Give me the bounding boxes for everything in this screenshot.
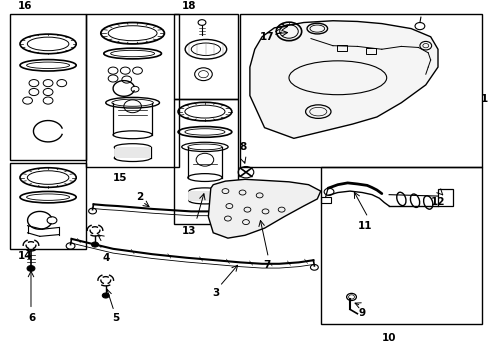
Text: 11: 11 (358, 221, 372, 231)
Bar (10, 163, 86, 249)
Text: 16: 16 (18, 1, 32, 12)
Text: 15: 15 (113, 172, 128, 183)
Bar (115, 147, 151, 158)
Text: 4: 4 (102, 253, 109, 263)
Text: 9: 9 (359, 308, 366, 318)
Text: 7: 7 (263, 260, 270, 270)
Text: 13: 13 (182, 226, 196, 236)
Text: 1: 1 (481, 94, 488, 104)
Circle shape (102, 293, 109, 298)
Bar (86, 14, 179, 167)
Text: 10: 10 (382, 333, 396, 343)
Bar (189, 191, 220, 201)
Bar (240, 14, 482, 167)
Text: 14: 14 (18, 251, 32, 261)
Bar (174, 14, 238, 99)
Circle shape (92, 242, 98, 247)
Text: 18: 18 (182, 1, 196, 12)
Bar (366, 48, 376, 54)
Bar (321, 197, 331, 203)
Bar (10, 14, 86, 160)
Text: 8: 8 (239, 142, 246, 152)
Bar (337, 45, 346, 51)
Bar (438, 189, 453, 206)
Polygon shape (208, 179, 321, 238)
Text: 17: 17 (260, 32, 274, 42)
Bar (321, 167, 482, 324)
Circle shape (27, 266, 35, 271)
Bar (174, 99, 238, 224)
Polygon shape (250, 21, 438, 138)
Text: 12: 12 (431, 198, 445, 207)
Text: 3: 3 (212, 288, 220, 298)
Text: 5: 5 (112, 313, 119, 323)
Text: 2: 2 (136, 192, 144, 202)
Text: 6: 6 (29, 313, 36, 323)
